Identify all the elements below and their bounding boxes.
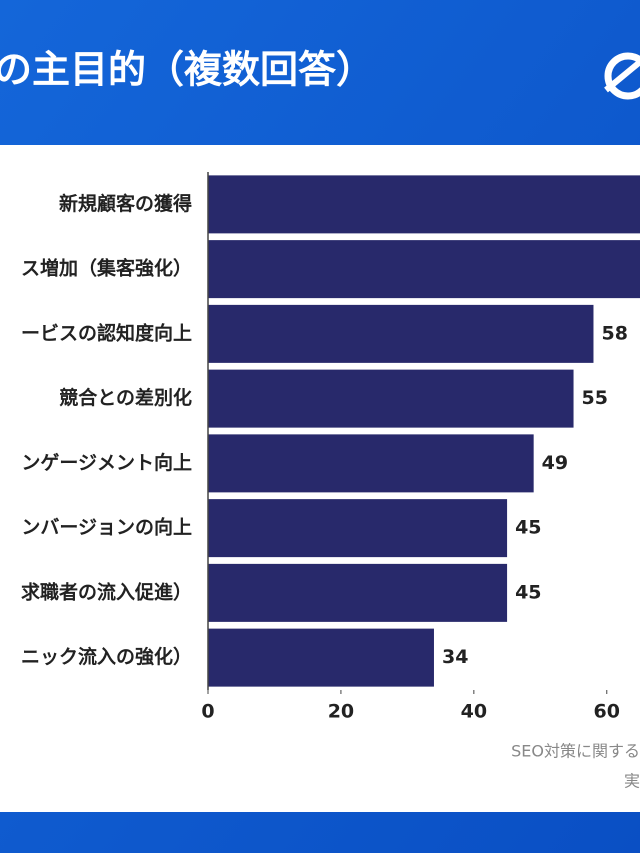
source-note: 実: [624, 772, 640, 791]
y-tick-label: 新規顧客の獲得: [59, 192, 192, 215]
x-tick-label: 0: [201, 701, 214, 723]
bar: [208, 563, 508, 622]
y-tick-label: 求職者の流入促進）: [21, 580, 192, 603]
y-tick-label: ービスの認知度向上: [21, 321, 192, 344]
x-tick-label: 60: [594, 701, 620, 723]
y-tick-label: 競合との差別化: [59, 386, 192, 409]
y-tick-label: ス増加（集客強化）: [21, 257, 192, 280]
bar: [208, 175, 640, 234]
x-tick-label: 40: [461, 701, 487, 723]
bar: [208, 434, 534, 493]
logo: [604, 52, 640, 100]
value-label: 45: [515, 581, 541, 603]
bar: [208, 499, 508, 558]
bar: [208, 240, 640, 299]
value-label: 58: [601, 322, 627, 344]
value-label: 49: [542, 452, 568, 474]
y-tick-label: ニック流入の強化）: [21, 645, 192, 668]
value-label: 55: [582, 387, 608, 409]
y-tick-label: ンバージョンの向上: [21, 516, 192, 539]
x-tick-label: 20: [328, 701, 354, 723]
bar: [208, 628, 434, 687]
bar: [208, 304, 594, 363]
bar: [208, 369, 574, 428]
y-tick-label: ンゲージメント向上: [21, 451, 192, 474]
source-note: SEO対策に関する: [511, 742, 640, 761]
value-label: 34: [442, 646, 468, 668]
value-label: 45: [515, 517, 541, 539]
chart-title: の主目的（複数回答）: [0, 48, 374, 92]
